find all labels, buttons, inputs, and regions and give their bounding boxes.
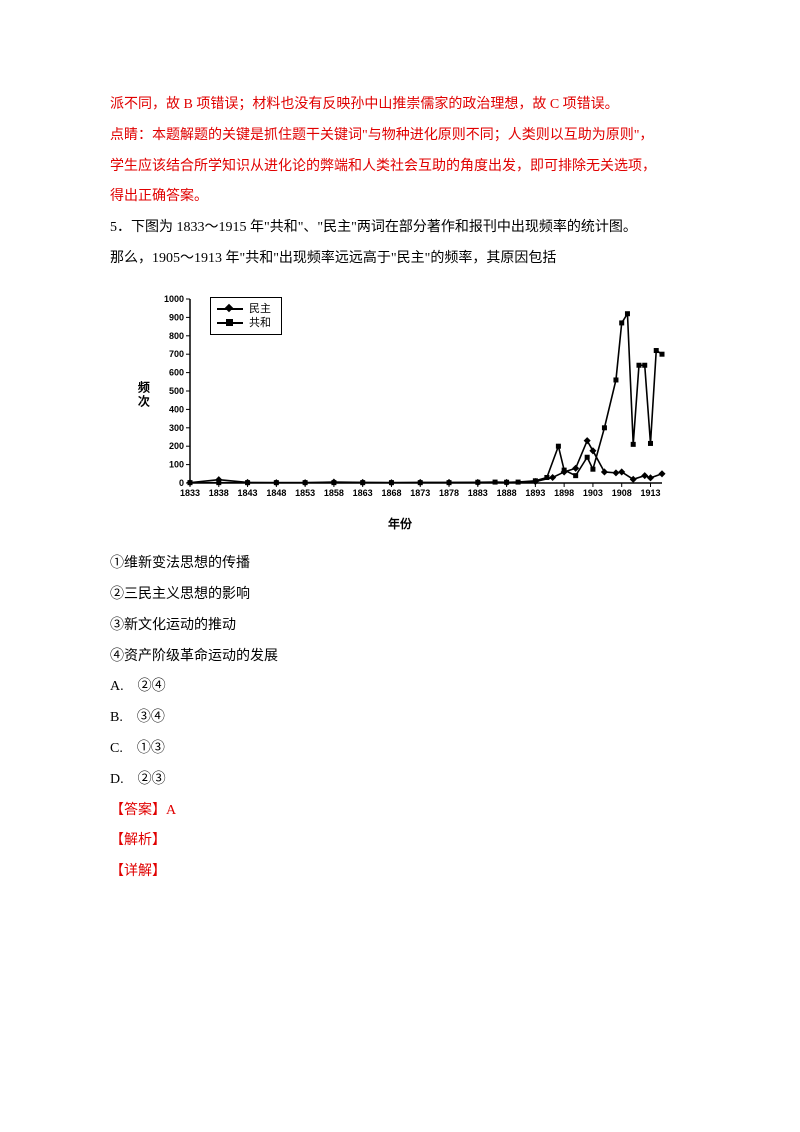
prev-explain-4: 得出正确答案。 [110,182,690,213]
svg-text:1883: 1883 [468,488,488,498]
svg-text:600: 600 [169,367,184,377]
option-b: B. ③④ [110,703,690,734]
q5-stem-2: 那么，1905～1913 年"共和"出现频率远远高于"民主"的频率，其原因包括 [110,244,690,275]
svg-text:1908: 1908 [612,488,632,498]
svg-text:1843: 1843 [238,488,258,498]
diamond-marker-icon [217,308,243,310]
option-d: D. ②③ [110,765,690,796]
svg-text:1000: 1000 [164,294,184,304]
svg-text:1913: 1913 [640,488,660,498]
svg-text:1898: 1898 [554,488,574,498]
prev-explain-2: 点睛：本题解题的关键是抓住题干关键词"与物种进化原则不同；人类则以互助为原则"， [110,121,690,152]
x-axis-label: 年份 [110,511,690,537]
svg-text:1878: 1878 [439,488,459,498]
svg-text:1838: 1838 [209,488,229,498]
choice-1: ①维新变法思想的传播 [110,549,690,580]
option-c: C. ①③ [110,734,690,765]
svg-text:500: 500 [169,386,184,396]
q5-stem-1: 5．下图为 1833～1915 年"共和"、"民主"两词在部分著作和报刊中出现频… [110,213,690,244]
svg-text:800: 800 [169,331,184,341]
svg-text:0: 0 [179,478,184,488]
legend-label: 共和 [249,316,271,330]
prev-explain-3: 学生应该结合所学知识从进化论的弊端和人类社会互助的角度出发，即可排除无关选项， [110,152,690,183]
svg-text:1868: 1868 [381,488,401,498]
frequency-chart: 民主 共和 频次 0100200300400500600700800900100… [150,293,690,537]
prev-explain-1: 派不同，故 B 项错误；材料也没有反映孙中山推崇儒家的政治理想，故 C 项错误。 [110,90,690,121]
detail-label: 【详解】 [110,857,690,888]
answer-label: 【答案】A [110,796,690,827]
legend-item-gonghe: 共和 [217,316,271,330]
svg-text:300: 300 [169,423,184,433]
chart-legend: 民主 共和 [210,297,282,336]
svg-text:700: 700 [169,349,184,359]
svg-text:1833: 1833 [180,488,200,498]
svg-text:100: 100 [169,459,184,469]
svg-text:1888: 1888 [497,488,517,498]
svg-text:1853: 1853 [295,488,315,498]
svg-text:1903: 1903 [583,488,603,498]
svg-text:1858: 1858 [324,488,344,498]
svg-text:1863: 1863 [353,488,373,498]
svg-text:200: 200 [169,441,184,451]
choice-3: ③新文化运动的推动 [110,611,690,642]
legend-item-minzhu: 民主 [217,302,271,316]
y-axis-label: 频次 [130,381,156,409]
square-marker-icon [217,322,243,324]
choice-4: ④资产阶级革命运动的发展 [110,642,690,673]
svg-text:1893: 1893 [525,488,545,498]
svg-text:1848: 1848 [266,488,286,498]
choice-2: ②三民主义思想的影响 [110,580,690,611]
svg-text:400: 400 [169,404,184,414]
svg-text:1873: 1873 [410,488,430,498]
option-a: A. ②④ [110,672,690,703]
svg-text:900: 900 [169,312,184,322]
legend-label: 民主 [249,302,271,316]
analysis-label: 【解析】 [110,826,690,857]
